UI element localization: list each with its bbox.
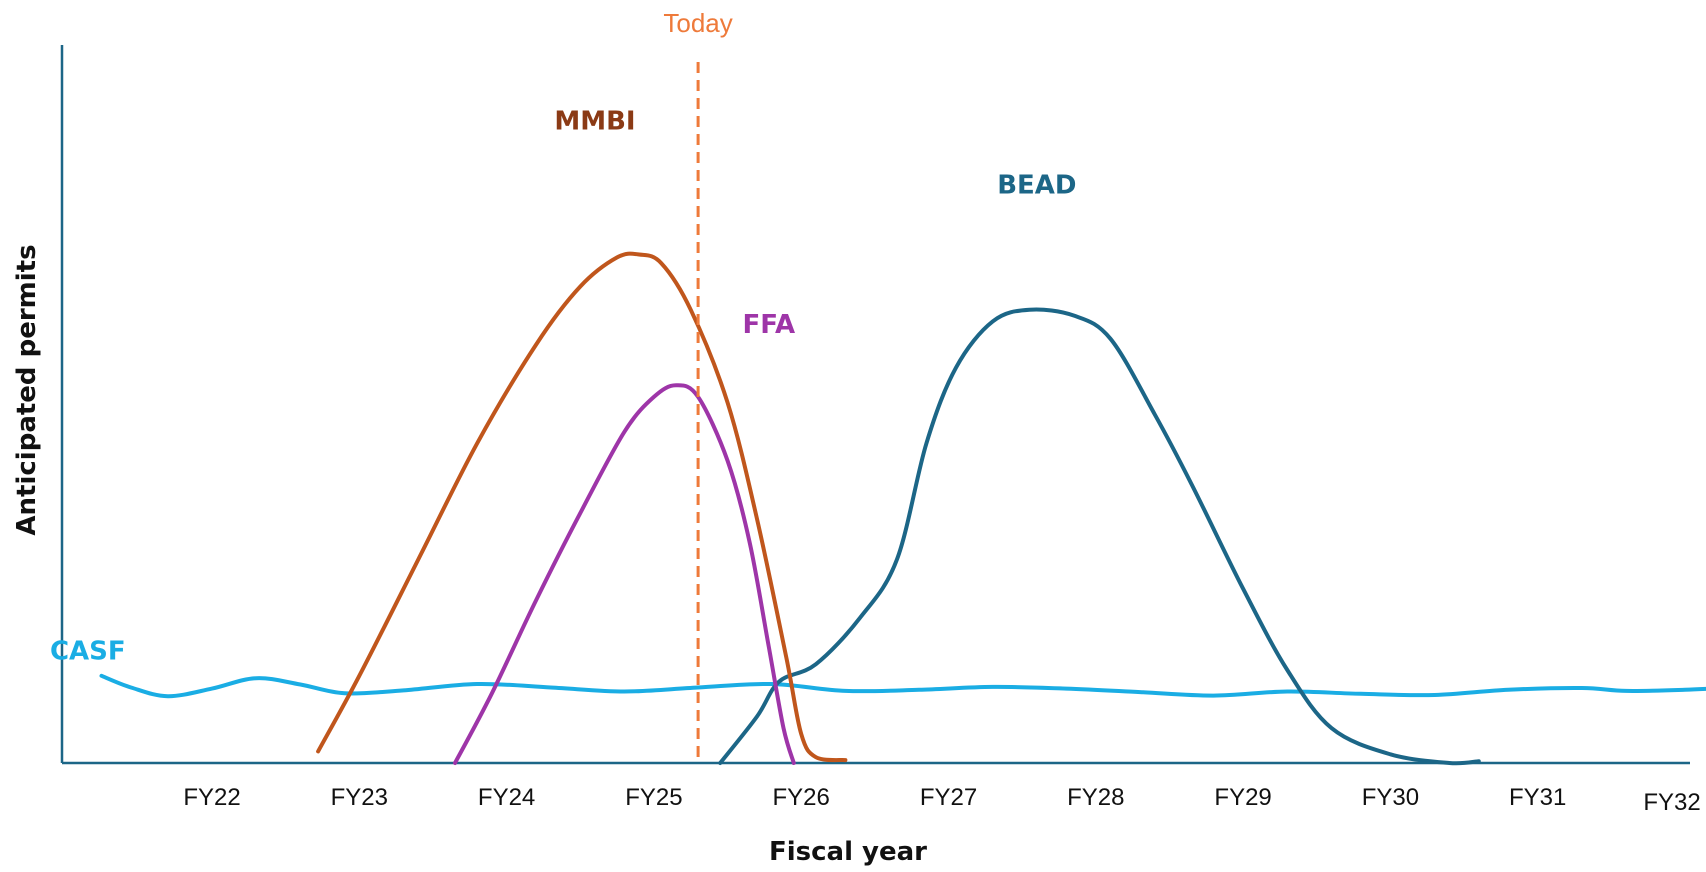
y-axis-title: Anticipated permits	[12, 244, 42, 535]
x-tick-label: FY24	[478, 784, 535, 811]
x-tick-labels: FY22 FY23 FY24 FY25 FY26 FY27 FY28 FY29 FY30 FY31…	[183, 784, 1700, 816]
x-tick-label: FY25	[625, 784, 682, 811]
series-label-bead: BEAD	[997, 171, 1076, 201]
series-line-ffa	[453, 383, 796, 765]
series-labels: MMBI FFA BEAD CASF	[50, 107, 1077, 667]
x-tick-label: FY29	[1214, 784, 1271, 811]
today-label: Today	[663, 8, 732, 38]
x-tick-label: FY31	[1509, 784, 1566, 811]
series-label-casf: CASF	[50, 637, 126, 667]
axes	[60, 45, 1690, 765]
series-line-mmbi	[316, 251, 848, 763]
x-axis-title: Fiscal year	[769, 837, 927, 867]
x-tick-label: FY22	[183, 784, 240, 811]
x-tick-label: FY26	[773, 784, 830, 811]
series-line-casf	[99, 673, 1706, 699]
series-label-mmbi: MMBI	[554, 107, 635, 137]
today-marker: Today	[663, 8, 733, 763]
x-tick-label: FY28	[1067, 784, 1124, 811]
series-label-ffa: FFA	[742, 310, 795, 340]
series-line-bead	[718, 307, 1481, 766]
x-tick-label: FY27	[920, 784, 977, 811]
series-lines	[99, 251, 1706, 766]
x-tick-label: FY23	[331, 784, 388, 811]
x-tick-label: FY30	[1362, 784, 1419, 811]
x-tick-label: FY32	[1643, 789, 1700, 816]
